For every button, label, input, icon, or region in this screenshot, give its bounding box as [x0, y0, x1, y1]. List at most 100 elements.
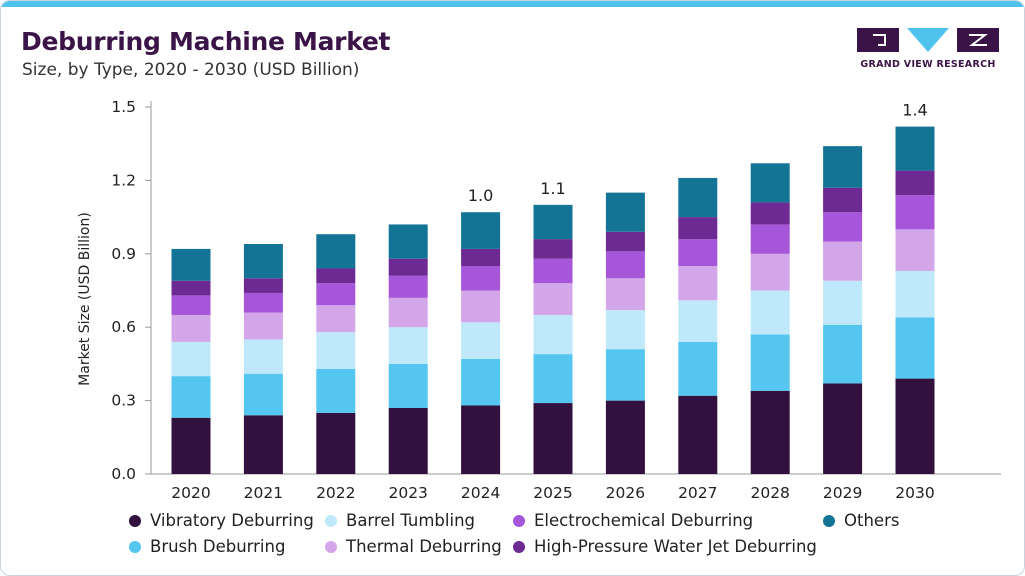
bar-segment: [823, 241, 863, 281]
bar-segment: [388, 224, 428, 259]
legend-swatch: [129, 540, 141, 553]
bar-segment: [533, 403, 573, 474]
legend-swatch: [129, 514, 141, 527]
bar-segment: [388, 407, 428, 474]
bar-segment: [243, 339, 283, 374]
y-tick-label: 0.0: [111, 465, 136, 483]
bar-segment: [243, 278, 283, 293]
x-tick-label: 2024: [461, 484, 500, 502]
bar-segment: [171, 248, 211, 281]
bar-segment: [171, 341, 211, 377]
bar-segment: [678, 266, 718, 301]
y-tick-label: 0.9: [111, 245, 136, 263]
bar-segment: [461, 266, 501, 291]
bar-total-label: 1.0: [468, 186, 493, 205]
bar-segment: [605, 251, 645, 279]
bar-segment: [895, 195, 935, 230]
bar-segment: [316, 305, 356, 333]
legend-item: Vibratory Deburring: [129, 511, 314, 530]
legend-item: Thermal Deburring: [325, 537, 502, 556]
legend-label: Thermal Deburring: [346, 537, 502, 556]
stacked-bar-chart: 0.0 0.3 0.6 0.9 1.2 1.5 Market Size (USD Billi…: [77, 98, 1001, 502]
bar-segment: [605, 310, 645, 350]
bar-segment: [316, 283, 356, 306]
legend-label: Vibratory Deburring: [150, 511, 314, 530]
bar-segment: [243, 415, 283, 474]
legend-item: Electrochemical Deburring: [513, 511, 753, 530]
grand-view-research-logo: GRAND VIEW RESEARCH: [857, 28, 999, 73]
chart-subtitle: Size, by Type, 2020 - 2030 (USD Billion): [22, 60, 360, 80]
bar-segment: [388, 327, 428, 364]
bar-segment: [750, 253, 790, 291]
legend-label: Barrel Tumbling: [346, 511, 476, 530]
legend-swatch: [513, 514, 525, 527]
bar-segment: [605, 349, 645, 401]
bar-segment: [461, 359, 501, 406]
bar-segment: [171, 417, 211, 474]
legend-swatch: [513, 540, 525, 553]
bar-segment: [243, 292, 283, 313]
x-tick-label: 2023: [388, 484, 427, 502]
bar-segment: [461, 405, 501, 474]
legend-label: Brush Deburring: [150, 537, 286, 556]
legend-item: Barrel Tumbling: [325, 511, 475, 530]
bar-segment: [461, 290, 501, 323]
legend-item: Others: [823, 511, 899, 530]
bar-segment: [316, 368, 356, 413]
bar-segment: [171, 280, 211, 296]
x-tick-label: 2026: [606, 484, 645, 502]
y-tick-label: 1.2: [111, 171, 136, 189]
bar-segment: [461, 248, 501, 267]
bar-segment: [750, 290, 790, 335]
bar-segment: [316, 268, 356, 284]
bar-segment: [605, 192, 645, 232]
bar-segment: [750, 224, 790, 254]
chart-legend: Vibratory Deburring Brush Deburring Barrel…: [129, 511, 1009, 561]
bar-segment: [605, 231, 645, 252]
x-tick-label: 2028: [750, 484, 789, 502]
bar-segment: [388, 297, 428, 328]
accent-bar: [1, 1, 1024, 7]
chart-title: Deburring Machine Market: [21, 27, 391, 56]
bar-segment: [171, 376, 211, 418]
logo-text: GRAND VIEW RESEARCH: [860, 59, 996, 70]
bar-segment: [605, 278, 645, 311]
bar-segment: [605, 400, 645, 474]
bar-segment: [823, 187, 863, 213]
x-tick-label: 2030: [895, 484, 934, 502]
x-tick-label: 2025: [533, 484, 572, 502]
y-axis-label: Market Size (USD Billion): [77, 212, 93, 386]
bar-segment: [678, 300, 718, 342]
bar-segment: [243, 244, 283, 279]
x-tick-label: 2021: [244, 484, 283, 502]
legend-label: High-Pressure Water Jet Deburring: [534, 537, 817, 556]
bar-segment: [895, 317, 935, 379]
y-tick-label: 0.6: [111, 318, 136, 336]
bar-segment: [243, 373, 283, 416]
bar-segment: [388, 363, 428, 408]
bar-segment: [895, 229, 935, 271]
bar-segment: [533, 283, 573, 315]
y-tick-label: 0.3: [111, 392, 136, 410]
legend-item: Brush Deburring: [129, 537, 285, 556]
bar-segment: [533, 258, 573, 284]
y-tick-label: 1.5: [111, 98, 136, 116]
bar-segment: [823, 324, 863, 384]
bar-segment: [823, 146, 863, 188]
bar-segment: [533, 239, 573, 259]
bar-segment: [388, 258, 428, 276]
bar-segment: [316, 234, 356, 269]
bar-segment: [895, 126, 935, 171]
bar-segment: [461, 212, 501, 249]
bar-segment: [461, 322, 501, 360]
bar-segment: [823, 383, 863, 474]
bar-segment: [678, 177, 718, 218]
bar-segment: [316, 412, 356, 474]
logo-mark: [857, 28, 999, 52]
bar-segment: [171, 295, 211, 315]
legend-swatch: [325, 540, 337, 553]
bar-segment: [388, 275, 428, 298]
bar-segment: [533, 314, 573, 355]
bar-segment: [533, 354, 573, 404]
bar-segment: [750, 334, 790, 391]
